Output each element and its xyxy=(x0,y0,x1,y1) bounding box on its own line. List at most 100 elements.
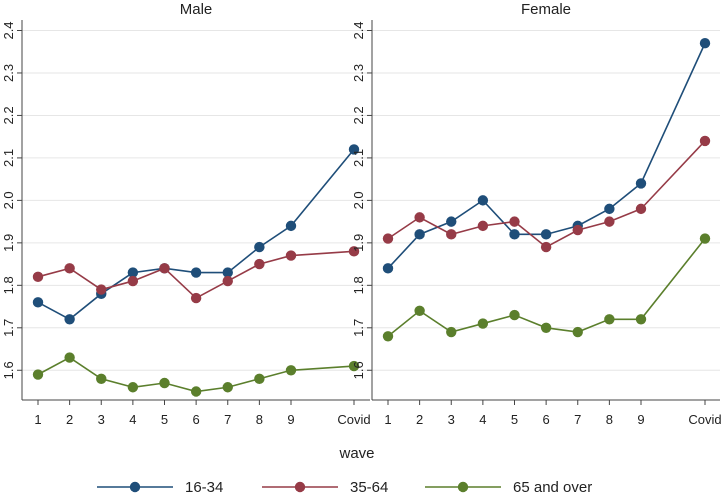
data-point xyxy=(414,305,425,317)
legend-label: 65 and over xyxy=(513,479,592,495)
legend-label: 16-34 xyxy=(185,479,223,495)
x-tick-label: 4 xyxy=(129,412,136,427)
series-line xyxy=(387,140,706,249)
x-tick-label: 2 xyxy=(66,412,73,427)
y-tick-label: 2.4 xyxy=(351,21,366,39)
y-tick-label: 1.7 xyxy=(1,319,16,337)
x-tick-label: 4 xyxy=(479,412,486,427)
y-tick-label: 2.3 xyxy=(351,64,366,82)
data-point xyxy=(509,309,520,321)
data-point xyxy=(414,212,425,223)
x-tick-label: 5 xyxy=(161,412,168,427)
x-tick-label: 7 xyxy=(574,412,581,427)
x-tick-label: 1 xyxy=(34,412,41,427)
series-line xyxy=(37,148,355,321)
data-point xyxy=(127,267,139,278)
data-point xyxy=(604,314,615,325)
x-tick-label: 8 xyxy=(606,412,613,427)
data-point xyxy=(446,326,457,338)
data-point xyxy=(222,267,233,278)
x-tick-label: 6 xyxy=(193,412,200,427)
x-tick-label: Covid xyxy=(337,412,370,427)
data-point xyxy=(572,326,583,338)
data-point xyxy=(509,216,520,227)
data-point xyxy=(222,275,233,287)
y-tick-label: 2.1 xyxy=(1,149,16,167)
data-point xyxy=(64,263,75,274)
panel-male: Male 1.6 1.7 1.8 1.9 2.0 2.1 2.2 2.3 2.4 1 2 3 4 5 6 7 8 9… xyxy=(1,1,371,427)
x-tick-label: 1 xyxy=(384,412,391,427)
data-point xyxy=(96,284,107,295)
y-tick-label: 2.2 xyxy=(1,106,16,124)
y-tick-label: 1.8 xyxy=(351,276,366,294)
data-point xyxy=(699,233,711,244)
data-point xyxy=(285,250,297,261)
y-tick-label: 1.9 xyxy=(351,234,366,252)
data-point xyxy=(699,135,711,147)
data-point xyxy=(254,241,265,253)
data-point xyxy=(382,233,394,244)
data-point xyxy=(190,292,202,304)
data-point xyxy=(348,360,360,372)
legend-marker xyxy=(457,481,469,493)
data-point xyxy=(127,275,139,287)
x-tick-label: 6 xyxy=(543,412,550,427)
data-point xyxy=(348,246,360,257)
data-point xyxy=(446,229,457,240)
data-point xyxy=(285,365,297,376)
y-tick-label: 1.6 xyxy=(351,361,366,379)
data-point xyxy=(604,216,615,227)
y-tick-label: 2.4 xyxy=(1,21,16,39)
panel-female: Female 1.6 1.7 1.8 1.9 2.0 2.1 2.2 2.3 2.4 1 2 3 4 5 6 7… xyxy=(351,1,722,427)
data-point xyxy=(96,373,107,384)
data-point xyxy=(540,229,552,240)
x-tick-label: 5 xyxy=(511,412,518,427)
data-point xyxy=(572,224,583,236)
data-point xyxy=(635,203,647,215)
y-tick-label: 1.8 xyxy=(1,276,16,294)
data-point xyxy=(222,382,233,393)
data-point xyxy=(64,352,75,363)
data-point xyxy=(285,220,297,232)
y-tick-label: 1.6 xyxy=(1,361,16,379)
y-tick-label: 2.2 xyxy=(351,106,366,124)
y-tick-label: 2.0 xyxy=(1,191,16,209)
y-tick-label: 2.1 xyxy=(351,149,366,167)
panel-title: Female xyxy=(521,1,571,18)
series-line xyxy=(37,250,355,300)
x-tick-label: 8 xyxy=(256,412,263,427)
data-point xyxy=(348,144,360,155)
x-tick-label: 2 xyxy=(416,412,423,427)
x-tick-label: 3 xyxy=(98,412,105,427)
data-point xyxy=(254,258,265,270)
data-point xyxy=(477,220,489,232)
data-point xyxy=(477,318,489,329)
data-point xyxy=(127,382,139,393)
data-point xyxy=(414,229,425,240)
series-line xyxy=(387,238,706,337)
y-tick-label: 2.3 xyxy=(1,64,16,82)
y-tick-label: 2.0 xyxy=(351,191,366,209)
x-tick-label: 7 xyxy=(224,412,231,427)
data-point xyxy=(159,377,170,389)
data-point xyxy=(477,195,489,206)
data-point xyxy=(32,271,44,283)
y-tick-label: 1.7 xyxy=(351,319,366,337)
data-point xyxy=(32,369,44,380)
x-tick-label: 9 xyxy=(637,412,644,427)
data-point xyxy=(604,203,615,215)
legend-label: 35-64 xyxy=(350,479,388,495)
legend-marker xyxy=(294,481,306,493)
data-point xyxy=(159,263,170,274)
data-point xyxy=(635,178,647,189)
series-line xyxy=(37,356,355,393)
data-point xyxy=(190,267,202,278)
data-point xyxy=(446,216,457,227)
panel-title: Male xyxy=(180,1,213,18)
data-point xyxy=(509,229,520,240)
data-point xyxy=(382,331,394,342)
data-point xyxy=(540,241,552,253)
data-point xyxy=(382,263,394,274)
data-point xyxy=(699,38,711,49)
